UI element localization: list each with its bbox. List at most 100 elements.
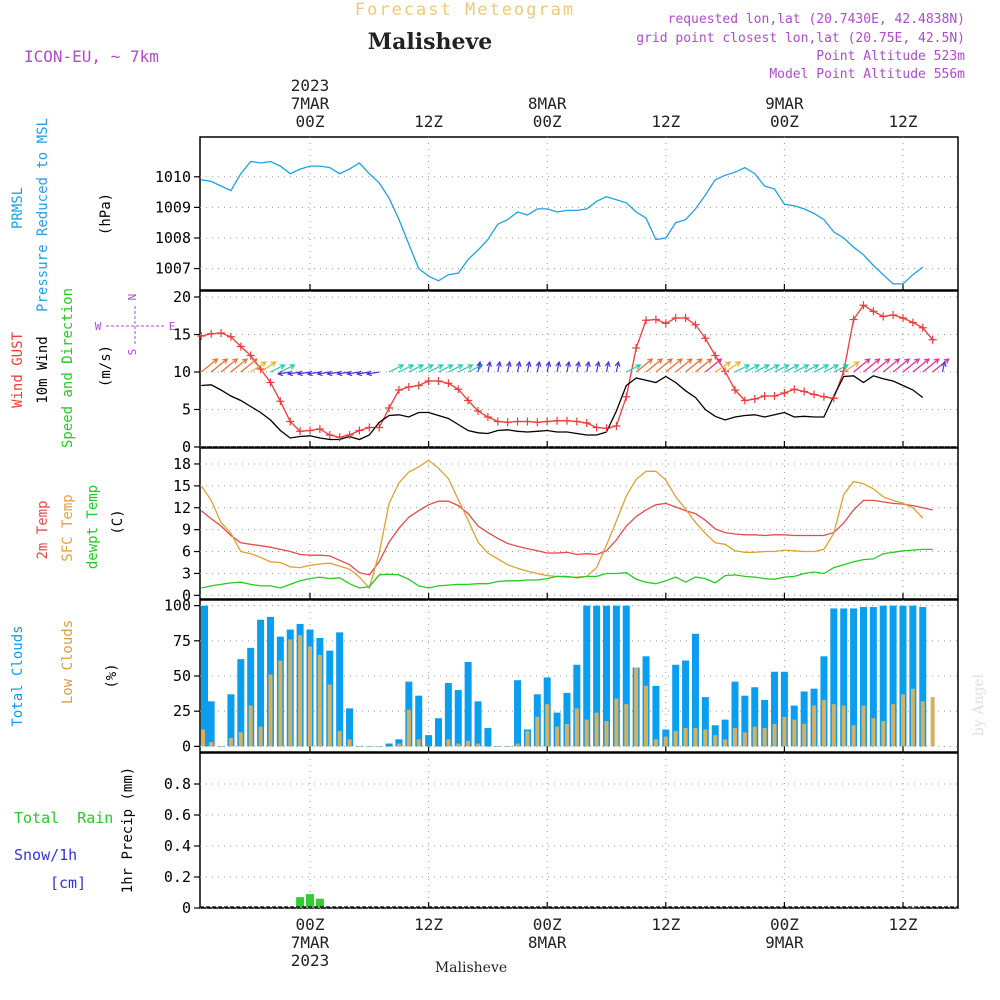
cloud-bar-1-8: [278, 660, 283, 747]
wind-arrow-58: [774, 364, 789, 373]
wind-arrow-head-73: [933, 358, 940, 364]
wind-arrow-72: [912, 358, 930, 373]
wind-arrow-74: [932, 358, 950, 373]
gust-point-35: [543, 417, 552, 426]
gust-point-27: [464, 396, 473, 405]
gust-point-59: [780, 389, 789, 397]
gust-point-65: [839, 367, 848, 376]
dewpt-label: dewpt Temp: [85, 485, 101, 569]
wind-arrow-5: [250, 361, 267, 373]
cloud-bar-1-15: [347, 739, 352, 747]
wind-arrow-head-60: [803, 364, 810, 370]
wind-arrow-65: [843, 361, 860, 373]
wind-arrow-59: [784, 364, 799, 373]
wind-arrow-15: [337, 371, 350, 375]
wind-arrow-head-71: [913, 358, 920, 364]
cloud-bar-1-63: [821, 699, 826, 747]
snow-unit-label: [cm]: [50, 874, 86, 892]
wind-arrow-head-64: [842, 364, 849, 370]
cloud-bar-0-71: [899, 605, 907, 747]
cloud-bar-0-23: [425, 735, 433, 747]
gust-point-25: [444, 379, 453, 388]
clouds-ytick-label-2: 50: [173, 667, 191, 685]
wind-arrow-49: [685, 358, 702, 373]
cloud-bar-0-39: [583, 605, 591, 747]
wind-arrow-head-32: [515, 360, 522, 367]
cloud-bar-1-35: [545, 704, 550, 747]
cloud-bar-0-46: [652, 685, 660, 747]
gust-point-16: [355, 426, 364, 435]
cloud-bar-0-40: [593, 605, 601, 747]
cloud-bar-0-69: [879, 605, 887, 747]
cloud-bar-1-34: [535, 716, 540, 747]
wind-arrow-20: [398, 364, 414, 373]
cloud-bar-1-54: [732, 728, 737, 747]
gust-point-68: [869, 307, 878, 316]
cloud-bar-1-66: [851, 725, 856, 747]
compass-west: W: [95, 320, 102, 333]
gust-point-0: [197, 332, 206, 340]
pressure-unit: (hPa): [98, 193, 114, 235]
cloud-bar-0-70: [889, 605, 897, 747]
wind-arrow-head-36: [555, 360, 562, 367]
time-tick-top-0-2: 00Z: [296, 112, 325, 131]
gust-point-40: [592, 423, 601, 432]
gust-point-71: [899, 314, 907, 322]
cloud-bar-1-9: [288, 639, 293, 747]
wind-arrow-30: [497, 361, 501, 373]
wind-arrow-29: [487, 361, 491, 373]
wind-arrow-10: [288, 371, 301, 375]
cloud-bar-1-55: [742, 732, 747, 747]
gust-point-26: [454, 385, 463, 394]
model-label: ICON-EU, ~ 7km: [24, 47, 159, 66]
time-tick-top-2-0: 8MAR: [528, 94, 567, 113]
cloud-bar-0-0: [201, 605, 208, 747]
cloud-bar-0-26: [454, 690, 462, 747]
wind-arrow-68: [872, 358, 890, 373]
cloud-bar-1-22: [416, 739, 421, 747]
cloud-bar-0-38: [573, 664, 581, 747]
wind-arrow-62: [813, 364, 829, 373]
wind-arrow-head-10: [286, 370, 294, 377]
footer-location: Malisheve: [435, 960, 507, 976]
wind-arrow-34: [536, 361, 540, 373]
pressure-ytick-label-2: 1009: [155, 198, 191, 216]
time-tick-top-2-1: 00Z: [533, 112, 562, 131]
cloud-bar-1-27: [466, 740, 471, 747]
wind-arrow-head-5: [260, 361, 267, 367]
cloud-bar-1-62: [812, 705, 817, 747]
cloud-bar-1-26: [456, 743, 461, 747]
precipitation-ytick-label-1: 0.2: [164, 868, 191, 886]
cloud-bar-1-4: [238, 732, 243, 747]
gust-point-3: [226, 332, 235, 341]
cloud-bar-1-7: [268, 674, 273, 747]
wind-arrow-head-41: [604, 360, 611, 367]
wind-arrow-head-52: [725, 361, 732, 367]
wind-arrow-head-25: [457, 364, 464, 370]
wind-arrow-47: [665, 358, 683, 373]
time-tick-bottom-4-0: 00Z: [770, 915, 799, 934]
gust-point-44: [632, 344, 641, 352]
cloud-bar-0-50: [691, 633, 699, 747]
cloud-bar-1-38: [574, 708, 579, 747]
gust-point-31: [503, 418, 512, 427]
wind-arrow-head-59: [793, 364, 800, 370]
temperature-ytick-label-3: 9: [182, 521, 191, 539]
time-tick-bottom-5-0: 12Z: [889, 915, 918, 934]
wind-ytick-label-4: 20: [173, 288, 191, 306]
wind-ytick-label-2: 10: [173, 363, 191, 381]
pressure-series-0: [201, 160, 924, 285]
cloud-bar-0-68: [869, 607, 877, 747]
wind-arrow-head-38: [575, 360, 581, 367]
wind-arrow-head-68: [884, 358, 891, 364]
time-tick-top-4-1: 00Z: [770, 112, 799, 131]
cloud-bar-0-61: [800, 691, 808, 747]
wind-arrow-head-31: [505, 360, 512, 367]
wind-arrow-head-42: [614, 360, 621, 367]
pressure-label: Pressure Reduced to MSL: [35, 118, 51, 312]
wind-arrow-3: [230, 358, 248, 373]
wind-arrow-head-57: [773, 364, 780, 370]
wind-arrow-18: [367, 371, 380, 375]
wind-arrow-73: [922, 358, 940, 373]
wind-arrow-head-39: [585, 360, 591, 367]
